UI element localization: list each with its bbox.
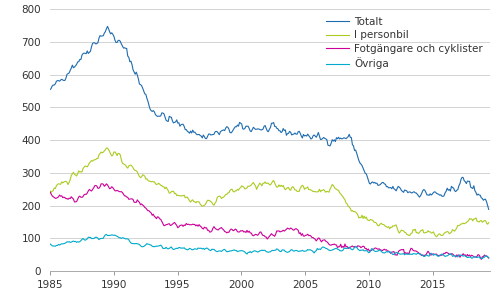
Line: I personbil: I personbil bbox=[50, 148, 488, 237]
Fotgängare och cyklister bbox=[148, 211, 154, 215]
Övriga bbox=[480, 257, 486, 261]
Fotgängare och cyklister bbox=[396, 249, 402, 253]
Fotgängare och cyklister bbox=[99, 182, 105, 186]
Fotgängare och cyklister bbox=[348, 245, 354, 249]
Övriga bbox=[348, 247, 354, 251]
Övriga bbox=[47, 242, 53, 246]
I personbil bbox=[304, 186, 310, 190]
I personbil bbox=[47, 189, 53, 193]
Övriga bbox=[104, 233, 110, 236]
I personbil bbox=[434, 235, 440, 239]
Line: Fotgängare och cyklister: Fotgängare och cyklister bbox=[50, 184, 488, 259]
Fotgängare och cyklister bbox=[92, 184, 98, 188]
I personbil bbox=[459, 222, 465, 226]
Fotgängare och cyklister bbox=[47, 190, 53, 194]
Övriga bbox=[458, 253, 464, 257]
I personbil bbox=[348, 209, 354, 213]
Övriga bbox=[148, 243, 154, 247]
Övriga bbox=[396, 252, 402, 256]
Övriga bbox=[92, 236, 98, 240]
Totalt bbox=[47, 88, 53, 91]
I personbil bbox=[92, 158, 98, 162]
Fotgängare och cyklister bbox=[458, 254, 464, 257]
Fotgängare och cyklister bbox=[478, 257, 484, 261]
Line: Totalt: Totalt bbox=[50, 26, 488, 209]
I personbil bbox=[148, 180, 154, 184]
Totalt bbox=[104, 25, 110, 28]
Fotgängare och cyklister bbox=[304, 233, 310, 237]
Fotgängare och cyklister bbox=[486, 256, 492, 260]
Line: Övriga: Övriga bbox=[50, 234, 488, 259]
I personbil bbox=[486, 221, 492, 225]
Totalt bbox=[148, 109, 154, 112]
I personbil bbox=[396, 231, 402, 235]
Legend: Totalt, I personbil, Fotgängare och cyklister, Övriga: Totalt, I personbil, Fotgängare och cykl… bbox=[322, 12, 487, 74]
I personbil bbox=[104, 146, 110, 150]
Övriga bbox=[304, 249, 310, 253]
Totalt bbox=[348, 136, 354, 140]
Totalt bbox=[304, 134, 310, 138]
Totalt bbox=[396, 185, 402, 189]
Totalt bbox=[458, 177, 464, 181]
Totalt bbox=[92, 41, 98, 45]
Övriga bbox=[486, 256, 492, 260]
Totalt bbox=[486, 208, 492, 211]
